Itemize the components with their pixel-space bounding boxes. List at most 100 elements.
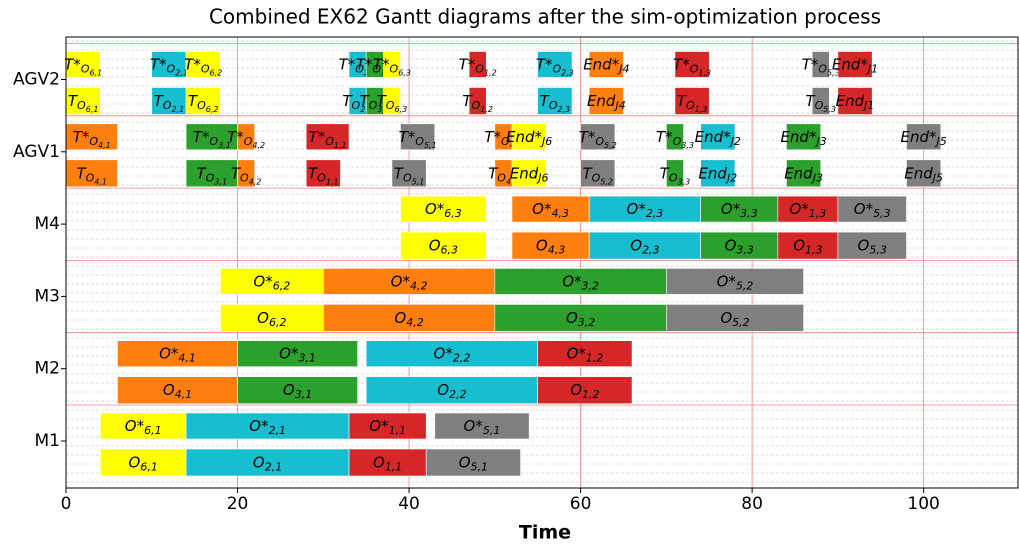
task-bar [348, 412, 427, 440]
task-label-sub: 2,2 [449, 388, 467, 401]
task-label: O2,3 [630, 236, 659, 257]
task-bar [494, 304, 667, 332]
task-label: TO3,1 [197, 164, 228, 186]
task-label-subsub: 2,1 [171, 105, 184, 114]
task-label-main: O [373, 453, 385, 471]
task-label: O3,2 [566, 308, 595, 329]
x-axis-label: Time [519, 522, 571, 544]
task-label-main: T [308, 164, 319, 182]
task-label-main: O* [125, 417, 145, 435]
bars: O*6,1 O*2,1 O*1,1 O*5,1O6,1 O2,1 O1,1 O5,1O*4,… [64, 51, 947, 477]
task-label: O4,1 [163, 381, 192, 402]
task-label-subsub: 6,3 [394, 105, 407, 114]
task-label: End*J6 [506, 127, 552, 148]
task-label-sub: J5 [931, 171, 943, 184]
task-label-main: T [488, 164, 499, 182]
task-label-sub: 1,2 [586, 352, 604, 365]
task-label-sub: O [549, 99, 558, 112]
task-label-sub: O [77, 99, 86, 112]
task-label-main: O [720, 308, 732, 326]
task-label-sub: O [240, 171, 249, 184]
task-label-sub: J4 [617, 63, 629, 76]
task-label-subsub: 5,1 [424, 140, 437, 149]
plot-frame [65, 36, 1019, 489]
task-label: EndJ1 [836, 92, 875, 113]
task-label-subsub: 6,3 [398, 68, 411, 77]
task-label-sub: 3,1 [298, 352, 316, 365]
task-label: O3,1 [283, 381, 312, 402]
task-label-main: T* [184, 55, 201, 73]
task-label: TO2,3 [540, 92, 571, 114]
task-label: O*2,1 [249, 417, 286, 438]
task-label: TO1,3 [677, 92, 708, 114]
task-label-sub: O [86, 171, 95, 184]
task-label-sub: O [89, 135, 98, 148]
task-label: TO6,3 [377, 92, 408, 114]
task-bar [383, 87, 401, 115]
task-label-main: T* [150, 55, 167, 73]
task-label-main: End [510, 164, 539, 182]
y-tick-label: M1 [35, 431, 60, 451]
task-label-sub: 4,3 [548, 244, 566, 257]
task-label-main: O [536, 236, 548, 254]
task-label-sub: 5,2 [732, 316, 750, 329]
task-label-main: O [630, 236, 642, 254]
task-label: T*O3,3 [656, 127, 694, 149]
task-label-main: End [587, 92, 616, 110]
task-bar [588, 87, 624, 115]
task-bar [837, 87, 873, 115]
task-bar [588, 51, 624, 78]
task-label: O*1,1 [369, 417, 406, 438]
task-label: O4,2 [394, 308, 423, 329]
task-bar [425, 448, 521, 477]
task-label: T*O4,1 [73, 127, 111, 149]
task-label-main: O [283, 381, 295, 399]
task-label-main: T [377, 92, 388, 110]
task-bar [365, 340, 539, 368]
task-label-sub: O [351, 99, 360, 112]
x-tick-label: 40 [398, 494, 420, 514]
task-bar [666, 304, 804, 332]
task-label-sub: O [592, 171, 601, 184]
task-label-main: O [459, 453, 471, 471]
task-label-sub: 4,2 [410, 279, 428, 292]
task-bar [434, 412, 530, 440]
task-bar [65, 159, 118, 188]
task-label-main: T* [373, 55, 390, 73]
task-label: EndJ5 [904, 164, 943, 185]
task-label-sub: O [818, 63, 827, 76]
task-label-subsub: 2,1 [175, 68, 188, 77]
task-label-sub: 1,3 [809, 207, 827, 220]
task-bar [537, 340, 633, 368]
task-label-subsub: 3,1 [214, 177, 227, 186]
task-label-subsub: 1,2 [480, 105, 493, 114]
task-label: TO6,2 [188, 92, 219, 114]
task-label-subsub: 4,1 [98, 140, 111, 149]
task-label-subsub: 1,3 [695, 105, 708, 114]
task-label-main: O* [253, 272, 273, 290]
task-bar [837, 195, 907, 223]
task-label-main: End* [506, 127, 543, 145]
task-bar [365, 376, 539, 405]
task-label-main: O* [464, 417, 484, 435]
task-label: O2,1 [253, 453, 282, 474]
task-label-main: O* [627, 200, 647, 218]
task-label-subsub: 1,1 [334, 140, 347, 149]
task-label-sub: 5,2 [736, 279, 754, 292]
task-label-sub: O [501, 135, 510, 148]
task-label-subsub: 5,2 [600, 177, 613, 186]
task-label-subsub: 4,2 [249, 177, 262, 186]
task-label: O6,1 [129, 453, 158, 474]
task-label-sub: 1,1 [385, 461, 403, 474]
task-label-main: T* [802, 55, 819, 73]
task-label-sub: 2,2 [453, 352, 471, 365]
task-label-sub: 6,2 [273, 279, 291, 292]
task-bar [906, 123, 942, 151]
task-label-sub: 1,2 [582, 388, 600, 401]
task-label-main: T* [536, 55, 553, 73]
task-bar [468, 51, 487, 78]
task-label-main: O [163, 381, 175, 399]
task-bar [117, 376, 238, 405]
x-tick-label: 80 [741, 494, 763, 514]
task-label-main: T* [64, 55, 81, 73]
